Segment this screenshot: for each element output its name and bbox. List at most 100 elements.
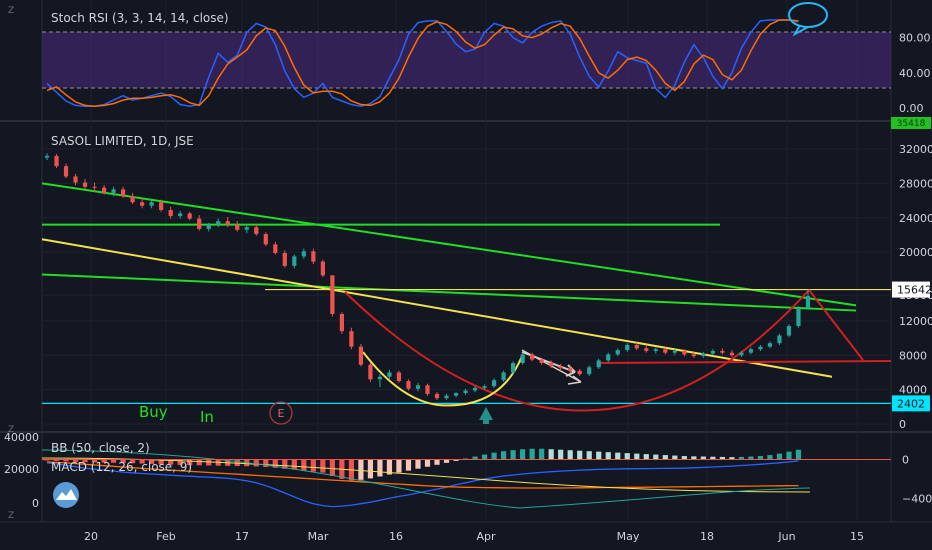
stoch-rsi-pane[interactable]: Stoch RSI (3, 3, 14, 14, close) (42, 2, 891, 107)
candle-body (577, 370, 582, 375)
candle-body (615, 350, 620, 355)
price-pane[interactable]: SASOL LIMITED, 1D, JSE Buy In E (41, 134, 892, 426)
macd-histogram-bar (653, 454, 659, 460)
candle-body (44, 155, 50, 158)
macd-histogram-bar (291, 459, 297, 470)
price-marker-box (892, 281, 930, 298)
macd-axis-tick-label: −4000 (902, 492, 932, 505)
macd-histogram-bar (443, 459, 450, 463)
macd-histogram-bar (149, 459, 155, 464)
macd-histogram-bar (700, 456, 706, 460)
time-axis-tick-label: Mar (308, 530, 329, 543)
macd-histogram-bar (748, 456, 754, 460)
side-tag-label: 35418 (897, 119, 926, 129)
stoch-axis-tick-label: 40.00 (899, 67, 931, 80)
macd-histogram-bar (691, 456, 697, 460)
candle-body (606, 354, 611, 361)
macd-histogram-bar (91, 459, 98, 463)
candle-body (396, 372, 402, 382)
candle-body (463, 390, 468, 394)
candle-body (530, 354, 535, 360)
candle-body (140, 202, 145, 206)
candle-body (786, 326, 792, 336)
macd-histogram-bar (253, 459, 259, 467)
candle-body (672, 350, 677, 353)
price-axis-tick-label: 24000 (899, 212, 932, 225)
left-tick-label: 40000 (4, 431, 39, 444)
candle-body (254, 227, 259, 235)
macd-histogram-bar (539, 448, 545, 460)
time-axis-tick-label: 20 (84, 530, 98, 543)
candle-body (634, 344, 639, 349)
candle-body (63, 166, 69, 177)
candle-body (729, 352, 734, 356)
macd-histogram-bar (110, 459, 117, 463)
macd-histogram-bar (491, 452, 497, 460)
macd-histogram-bar (187, 459, 193, 466)
candle-body (663, 349, 668, 353)
time-axis-tick-label: 18 (700, 530, 714, 543)
price-marker-label: 2402 (897, 397, 925, 410)
macd-histogram-bar (634, 453, 640, 460)
candle-body (206, 224, 211, 229)
time-axis-tick-label: 16 (389, 530, 403, 543)
candle-body (472, 387, 478, 391)
candle-body (520, 354, 525, 363)
side-tag: 35418 (891, 117, 931, 129)
candle-body (549, 362, 554, 367)
candle-body (301, 251, 306, 257)
candle-body (320, 261, 325, 276)
macd-histogram-bar (415, 459, 421, 469)
bb-title: BB (50, close, 2) (51, 441, 150, 455)
macd-histogram-bar (586, 451, 592, 460)
candle-body (453, 393, 459, 396)
candle-body (377, 376, 383, 380)
macd-histogram-bar (358, 459, 364, 480)
macd-histogram-bar (272, 459, 278, 468)
macd-histogram-bar (329, 459, 335, 476)
candle-body (539, 359, 544, 363)
macd-histogram-bar (520, 449, 526, 460)
macd-histogram-bar (63, 459, 69, 462)
candle-body (748, 349, 754, 353)
candle-body (263, 234, 268, 245)
candle-body (406, 381, 411, 389)
time-axis[interactable]: 20 Feb 17 Mar 16 Apr May 18 Jun 15 (84, 530, 864, 543)
macd-histogram-bar (672, 455, 678, 460)
macd-histogram-bar (434, 459, 440, 465)
macd-pane[interactable]: BB (50, close, 2) MACD (12, 26, close, 9… (4, 431, 891, 510)
left-tick-labels: 40000 20000 0 (4, 431, 39, 510)
macd-line (46, 460, 799, 508)
candle-body (111, 189, 116, 193)
side-tag-box (891, 117, 931, 129)
price-axis-tick-label: 28000 (899, 177, 932, 190)
candle-body (777, 335, 782, 344)
yellow-cup-curve (362, 351, 523, 407)
macd-histogram-bar (158, 459, 164, 465)
logo-icon[interactable] (53, 482, 79, 508)
event-marker-label: E (278, 407, 285, 420)
bb-band-line (41, 449, 811, 509)
macd-histogram-bar (481, 454, 488, 460)
candle-body (339, 314, 344, 332)
price-marker-label: 15642 (897, 284, 932, 297)
corner-label: Z (8, 511, 14, 521)
macd-histogram-bar (82, 459, 88, 463)
candle-body (482, 386, 487, 388)
price-axis-tick-label: 20000 (899, 246, 932, 259)
left-tick-label: 0 (32, 497, 39, 510)
candle-body (311, 251, 316, 262)
logo-icon-mountain (56, 489, 77, 500)
macd-histogram-bar (567, 450, 573, 460)
candle-body (644, 348, 649, 351)
candle-body (596, 360, 601, 368)
candle-body (292, 256, 297, 266)
stoch-rsi-band (42, 32, 891, 88)
macd-histogram-bar (757, 456, 764, 460)
macd-histogram-bar (120, 459, 126, 463)
candle-body (805, 295, 811, 308)
event-marker[interactable] (269, 401, 293, 425)
price-axis[interactable]: 0.0040.0080.0004000800012000150002000024… (899, 32, 932, 506)
